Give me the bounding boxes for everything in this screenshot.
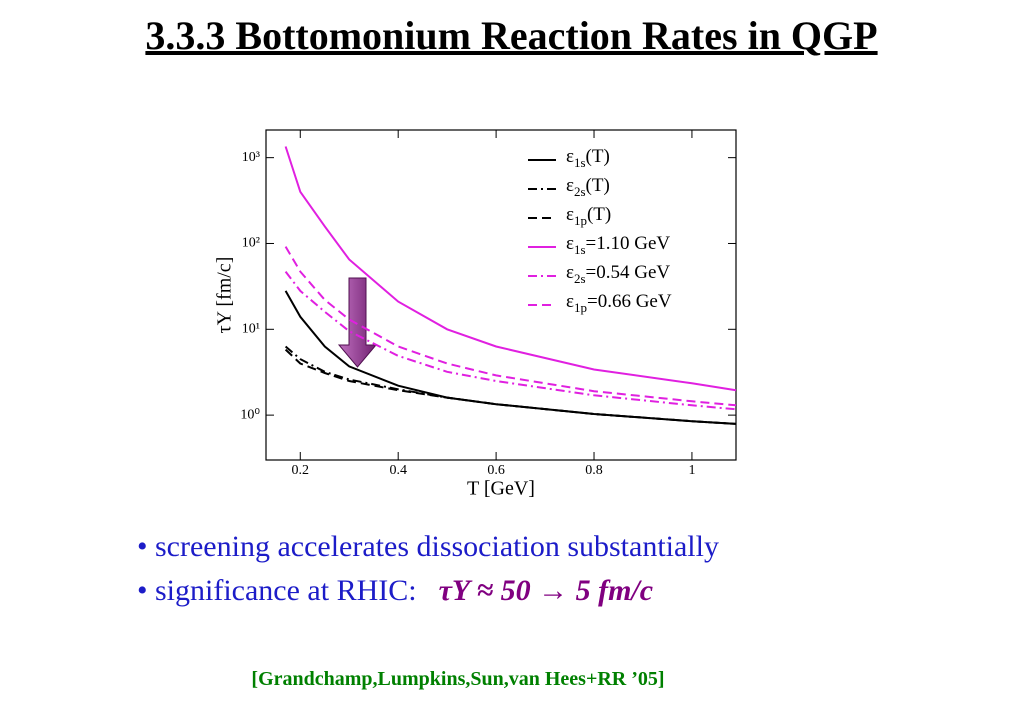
bullet: • screening accelerates dissociation sub… [137,530,719,563]
legend-label: ε2s(T) [566,175,610,199]
y-tick-label: 10⁰ [240,407,260,422]
y-axis-label: τY [fm/c] [214,257,236,334]
legend-label: ε1s=1.10 GeV [566,233,670,257]
bullet-text: • significance at RHIC: [137,574,417,607]
line [284,246,737,407]
legend-label: ε1s(T) [566,146,610,170]
y-tick-label: 10¹ [242,322,260,337]
slide-title: 3.3.3 Bottomonium Reaction Rates in QGP [145,13,878,58]
legend-label: ε1p(T) [566,204,611,228]
x-tick-label: 1 [688,463,695,478]
x-tick-label: 0.6 [487,463,505,478]
legend-label: ε2s=0.54 GeV [566,262,670,286]
x-tick-label: 0.8 [585,463,603,478]
arrow [337,277,378,368]
bullet: • significance at RHIC: τY ≈ 50 → 5 fm/c [137,574,653,608]
line [284,146,737,392]
line [284,270,737,411]
x-tick-label: 0.4 [389,463,407,478]
plot-frame [265,129,737,461]
legend-label: ε1p=0.66 GeV [566,291,672,315]
x-tick-label: 0.2 [292,463,310,478]
highlight: τY ≈ 50 → 5 fm/c [438,574,654,607]
y-tick-label: 10³ [242,150,260,165]
x-axis-label: T [GeV] [467,478,535,500]
line [284,348,737,425]
citation: [Grandchamp,Lumpkins,Sun,van Hees+RR ’05… [251,668,665,690]
y-tick-label: 10² [242,236,260,251]
